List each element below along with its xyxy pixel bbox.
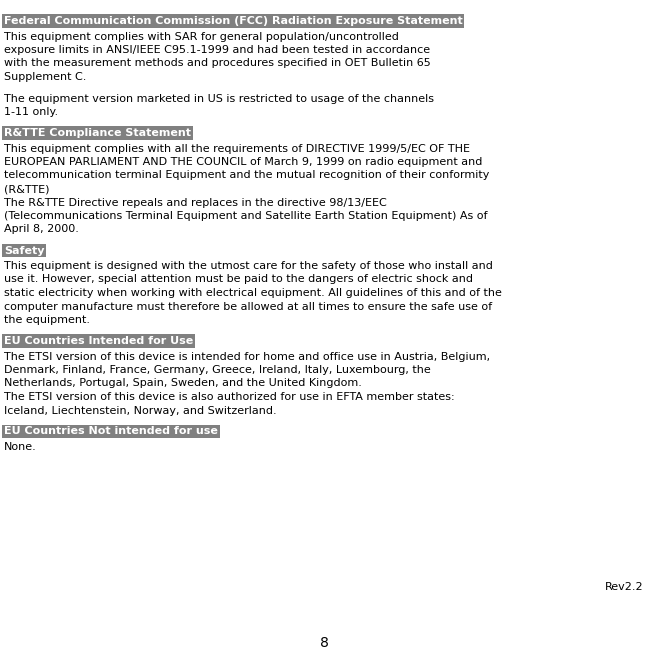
Text: (R&TTE): (R&TTE) (4, 184, 49, 194)
Text: None.: None. (4, 442, 37, 452)
Text: Rev2.2: Rev2.2 (606, 582, 644, 592)
Text: Netherlands, Portugal, Spain, Sweden, and the United Kingdom.: Netherlands, Portugal, Spain, Sweden, an… (4, 379, 362, 388)
Text: April 8, 2000.: April 8, 2000. (4, 224, 79, 235)
Text: The ETSI version of this device is also authorized for use in EFTA member states: The ETSI version of this device is also … (4, 392, 455, 402)
Text: This equipment is designed with the utmost care for the safety of those who inst: This equipment is designed with the utmo… (4, 261, 493, 271)
Text: The ETSI version of this device is intended for home and office use in Austria, : The ETSI version of this device is inten… (4, 351, 490, 362)
Text: This equipment complies with all the requirements of DIRECTIVE 1999/5/EC OF THE: This equipment complies with all the req… (4, 143, 470, 154)
Text: EUROPEAN PARLIAMENT AND THE COUNCIL of March 9, 1999 on radio equipment and: EUROPEAN PARLIAMENT AND THE COUNCIL of M… (4, 157, 482, 167)
Text: The R&TTE Directive repeals and replaces in the directive 98/13/EEC: The R&TTE Directive repeals and replaces… (4, 198, 387, 207)
Text: EU Countries Not intended for use: EU Countries Not intended for use (4, 426, 218, 436)
Text: Safety: Safety (4, 245, 45, 256)
Text: The equipment version marketed in US is restricted to usage of the channels: The equipment version marketed in US is … (4, 94, 434, 103)
Text: use it. However, special attention must be paid to the dangers of electric shock: use it. However, special attention must … (4, 275, 473, 284)
Text: This equipment complies with SAR for general population/uncontrolled: This equipment complies with SAR for gen… (4, 31, 399, 41)
Text: with the measurement methods and procedures specified in OET Bulletin 65: with the measurement methods and procedu… (4, 58, 431, 69)
Text: (Telecommunications Terminal Equipment and Satellite Earth Station Equipment) As: (Telecommunications Terminal Equipment a… (4, 211, 487, 221)
Text: Iceland, Liechtenstein, Norway, and Switzerland.: Iceland, Liechtenstein, Norway, and Swit… (4, 405, 276, 415)
Text: 8: 8 (320, 636, 329, 650)
Text: static electricity when working with electrical equipment. All guidelines of thi: static electricity when working with ele… (4, 288, 502, 298)
Text: Supplement C.: Supplement C. (4, 72, 86, 82)
Text: EU Countries Intended for Use: EU Countries Intended for Use (4, 336, 193, 346)
Text: Federal Communication Commission (FCC) Radiation Exposure Statement: Federal Communication Commission (FCC) R… (4, 16, 463, 26)
Text: Denmark, Finland, France, Germany, Greece, Ireland, Italy, Luxembourg, the: Denmark, Finland, France, Germany, Greec… (4, 365, 431, 375)
Text: R&TTE Compliance Statement: R&TTE Compliance Statement (4, 128, 191, 138)
Text: 1-11 only.: 1-11 only. (4, 107, 58, 117)
Text: telecommunication terminal Equipment and the mutual recognition of their conform: telecommunication terminal Equipment and… (4, 171, 489, 181)
Text: the equipment.: the equipment. (4, 315, 90, 325)
Text: exposure limits in ANSI/IEEE C95.1-1999 and had been tested in accordance: exposure limits in ANSI/IEEE C95.1-1999 … (4, 45, 430, 55)
Text: computer manufacture must therefore be allowed at all times to ensure the safe u: computer manufacture must therefore be a… (4, 301, 492, 311)
